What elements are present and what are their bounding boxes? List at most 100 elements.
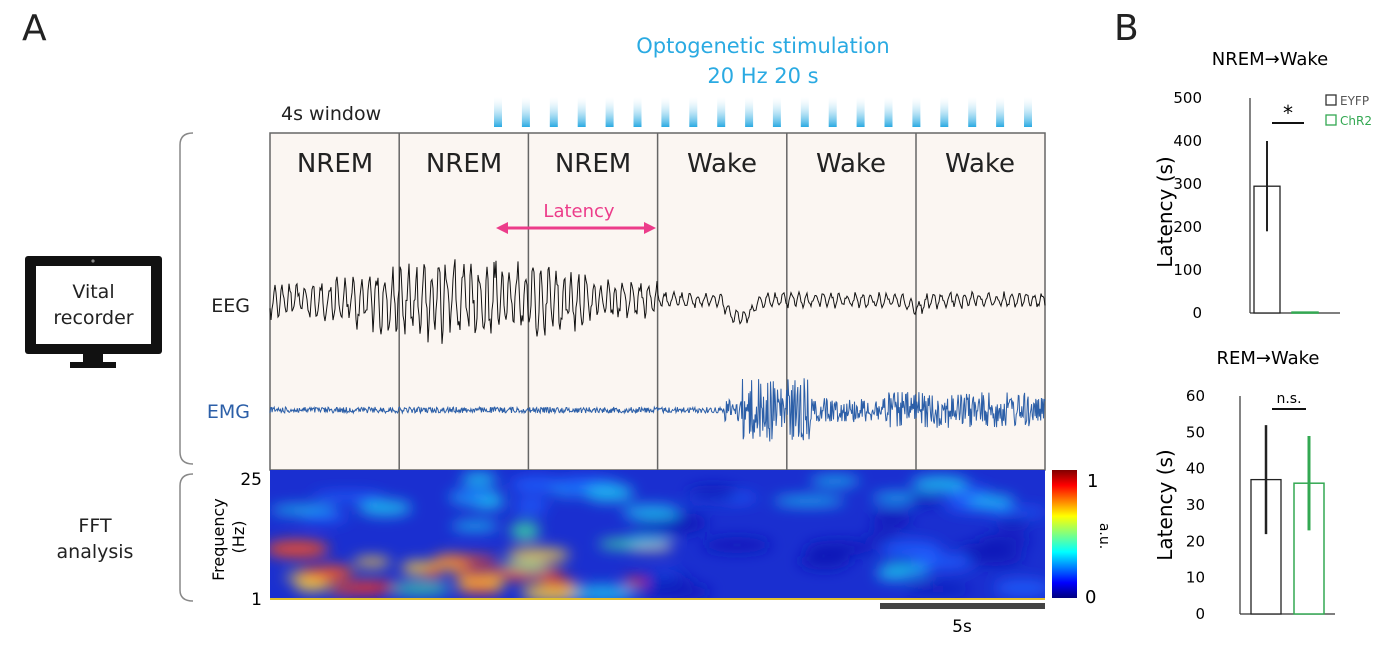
stim-pulse <box>996 97 1005 127</box>
eeg-trace <box>269 259 1046 344</box>
spectrogram-blob <box>910 555 976 569</box>
spectrogram-blob <box>798 552 850 570</box>
y-tick-label: 200 <box>1173 218 1202 236</box>
spectrogram-blob <box>623 578 647 586</box>
stim-pulse <box>689 97 698 127</box>
spectrogram-blob <box>431 555 499 565</box>
spectrogram-blob <box>876 565 930 577</box>
spectrogram-blob <box>988 508 1045 516</box>
y-tick-label: 10 <box>1186 569 1205 587</box>
legend-eyfp-label: EYFP <box>1340 94 1369 108</box>
stimulation-pulses <box>494 97 1032 127</box>
scale-bar-label: 5s <box>952 617 972 637</box>
window-label: 4s window <box>281 103 382 125</box>
recorder-bracket <box>179 132 194 465</box>
stim-pulse <box>521 97 530 127</box>
y-tick-label: 500 <box>1173 89 1202 107</box>
spectrogram-blob <box>773 496 845 506</box>
stim-pulse <box>856 97 865 127</box>
spectrogram-blob <box>521 584 585 600</box>
y-tick-label: 0 <box>1195 605 1205 623</box>
spectrogram-blob <box>422 569 444 577</box>
spectrogram-blob <box>967 495 1015 507</box>
chart2-title: REM→Wake <box>1216 348 1319 369</box>
y-tick-label: 40 <box>1186 460 1205 478</box>
spectrogram-blob <box>872 511 912 529</box>
spectrogram-blob <box>570 585 636 600</box>
stim-pulse <box>772 97 781 127</box>
latency-arrow: Latency <box>496 201 656 234</box>
stim-pulse <box>717 97 726 127</box>
stim-pulse <box>661 97 670 127</box>
stim-pulse <box>968 97 977 127</box>
spectrogram-blob <box>624 537 672 547</box>
stim-pulse <box>494 97 502 127</box>
spectrogram-blob <box>510 522 540 540</box>
spectrogram-blob <box>479 569 525 577</box>
freq-axis-label-2: (Hz) <box>229 521 248 554</box>
monitor-icon <box>25 256 162 368</box>
spectrogram-blob <box>458 586 502 594</box>
chart1-sig-marker: * <box>1283 101 1293 125</box>
spectrogram-blob <box>905 584 971 594</box>
legend-chr2-label: ChR2 <box>1340 114 1372 128</box>
chart1-title: NREM→Wake <box>1212 49 1329 70</box>
stimulation-line-2: 20 Hz 20 s <box>707 64 819 88</box>
colorbar-label: a.u. <box>1096 523 1112 549</box>
stim-pulse <box>884 97 893 127</box>
device-label-line-2: recorder <box>53 307 134 329</box>
device-label: Vital recorder <box>36 279 151 331</box>
epoch-label-2: NREM <box>426 149 502 179</box>
spectrogram-blob <box>358 500 412 516</box>
stim-pulse <box>605 97 614 127</box>
y-tick-label: 0 <box>1192 304 1202 322</box>
chart-nrem-wake: NREM→Wake Latency (s) 0 100 200 300 400 500 *… <box>1153 49 1372 322</box>
fft-label: FFT analysis <box>40 513 150 565</box>
spectrogram-blob <box>642 584 712 600</box>
spectrogram-blob <box>909 494 939 506</box>
spectrogram-blob <box>453 490 491 500</box>
spectrogram-blob <box>353 557 391 567</box>
y-tick-label: 20 <box>1186 532 1205 550</box>
colorbar-min: 0 <box>1085 587 1096 608</box>
scale-bar <box>880 603 1045 609</box>
spectrogram-blob <box>343 586 387 594</box>
spectrogram-blob <box>996 513 1030 529</box>
stim-pulse <box>912 97 921 127</box>
legend-chr2-swatch <box>1325 114 1337 126</box>
y-tick-label: 300 <box>1173 175 1202 193</box>
y-tick-label: 100 <box>1173 261 1202 279</box>
fft-spectrogram <box>270 470 1045 600</box>
stim-pulse <box>1024 97 1032 127</box>
panel-b-letter: B <box>1114 8 1139 49</box>
spectrogram-blob <box>911 476 969 492</box>
fft-label-line-1: FFT <box>78 515 112 537</box>
colorbar <box>1052 470 1077 598</box>
spectrogram-blob <box>810 476 860 486</box>
eeg-label: EEG <box>211 295 250 317</box>
stim-pulse <box>549 97 558 127</box>
spectrogram-blob <box>506 548 570 562</box>
stim-pulse <box>828 97 837 127</box>
spectrogram-blob <box>882 541 942 559</box>
spectrogram-blob <box>312 492 384 502</box>
stimulation-line-1: Optogenetic stimulation <box>636 34 890 58</box>
spectrogram-blob <box>510 477 564 493</box>
colorbar-max: 1 <box>1087 471 1098 492</box>
stim-pulse <box>800 97 809 127</box>
spectrogram-blob <box>540 579 578 587</box>
emg-trace <box>269 378 1046 442</box>
spectrogram-blob <box>514 499 548 513</box>
stim-pulse <box>577 97 586 127</box>
spectrogram-blob <box>622 505 680 519</box>
chart2-ylabel: Latency (s) <box>1153 449 1177 560</box>
chart2-sig-marker: n.s. <box>1276 391 1301 407</box>
spectrogram-blob <box>633 519 701 535</box>
epoch-label-6: Wake <box>945 149 1015 179</box>
spectrogram-blob <box>584 484 634 502</box>
epoch-label-1: NREM <box>297 149 373 179</box>
stim-pulse <box>745 97 754 127</box>
spectrogram-blob <box>994 580 1045 596</box>
spectrogram-blob <box>299 568 321 576</box>
